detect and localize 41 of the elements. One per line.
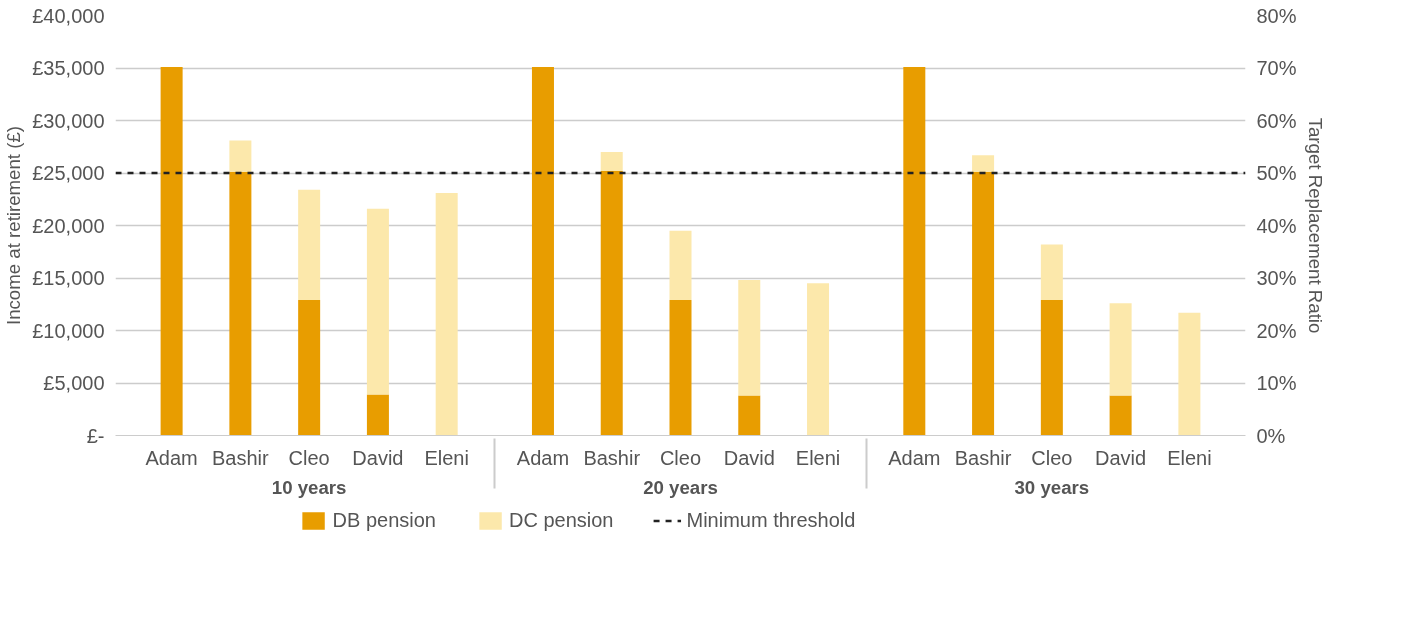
y-tick-label: £30,000	[32, 109, 105, 132]
y2-tick-label: 20%	[1256, 319, 1297, 342]
legend-label: DC pension	[508, 508, 614, 532]
y2-tick-label: 40%	[1256, 214, 1297, 237]
y2-tick-label: 0%	[1256, 424, 1286, 447]
y2-tick-label: 30%	[1256, 267, 1297, 289]
x-tick-label: David	[1095, 446, 1147, 469]
y-axis-title: Income at retirement (£)	[3, 125, 25, 326]
x-tick-label: Adam	[888, 446, 941, 469]
y-tick-label: £10,000	[32, 319, 105, 342]
y-tick-label: £-	[86, 424, 105, 447]
y-tick-label: £25,000	[32, 162, 105, 184]
text: 20 years	[643, 476, 718, 498]
text: 10 years	[271, 476, 347, 498]
legend-label: DB pension	[332, 508, 436, 532]
x-tick-label: Eleni	[424, 446, 469, 469]
y-tick-label: £15,000	[32, 267, 105, 289]
y2-axis-title: Target Replacement Ratio	[1304, 117, 1326, 334]
x-tick-label: Cleo	[1031, 446, 1073, 469]
x-tick-label: Adam	[516, 446, 570, 469]
legend-label: Minimum threshold	[686, 508, 856, 532]
x-tick-label: Eleni	[795, 446, 841, 469]
x-tick-label: Bashir	[212, 446, 270, 469]
x-tick-label: David	[723, 446, 775, 469]
x-tick-label: David	[352, 446, 404, 469]
y2-tick-label: 70%	[1256, 57, 1297, 79]
x-tick-label: Cleo	[659, 446, 702, 469]
x-tick-label: Eleni	[1167, 446, 1212, 469]
y2-tick-label: 60%	[1256, 109, 1297, 132]
y-tick-label: £40,000	[32, 4, 105, 27]
y-tick-label: £5,000	[43, 372, 105, 394]
y-tick-label: £35,000	[32, 57, 105, 79]
y-tick-label: £20,000	[32, 214, 105, 237]
y2-tick-label: 10%	[1256, 372, 1297, 394]
y2-tick-label: 50%	[1256, 162, 1297, 184]
x-tick-label: Bashir	[583, 446, 641, 469]
x-tick-label: Adam	[145, 446, 198, 469]
x-tick-label: Bashir	[954, 446, 1012, 469]
x-tick-label: Cleo	[288, 446, 330, 469]
y2-tick-label: 80%	[1256, 4, 1297, 27]
text: 30 years	[1014, 476, 1090, 498]
